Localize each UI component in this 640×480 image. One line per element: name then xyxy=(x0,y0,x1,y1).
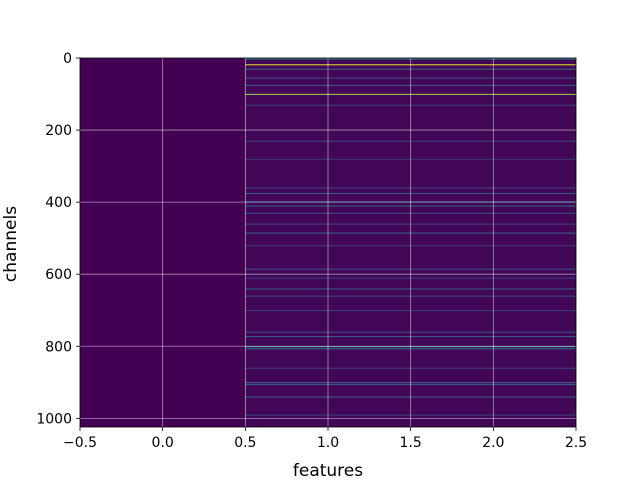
y-tick-label: 0 xyxy=(63,51,72,67)
x-tick-label: 0.5 xyxy=(234,435,256,451)
y-axis-label: channels xyxy=(1,206,21,282)
x-tick-label: 1.0 xyxy=(317,435,339,451)
x-axis-label: features xyxy=(293,461,363,480)
x-tick-label: −0.5 xyxy=(63,435,97,451)
y-tick-label: 600 xyxy=(45,267,72,283)
x-tick-label: 1.5 xyxy=(400,435,422,451)
x-axis-ticks: −0.5 0.0 0.5 1.0 1.5 2.0 2.5 xyxy=(63,427,587,451)
y-tick-label: 400 xyxy=(45,195,72,211)
x-tick-label: 0.0 xyxy=(152,435,174,451)
y-axis-ticks: 0 200 400 600 800 1000 xyxy=(36,51,80,427)
y-tick-label: 200 xyxy=(45,123,72,139)
y-tick-label: 1000 xyxy=(36,411,72,427)
x-tick-label: 2.0 xyxy=(482,435,504,451)
x-tick-label: 2.5 xyxy=(565,435,587,451)
y-tick-label: 800 xyxy=(45,339,72,355)
